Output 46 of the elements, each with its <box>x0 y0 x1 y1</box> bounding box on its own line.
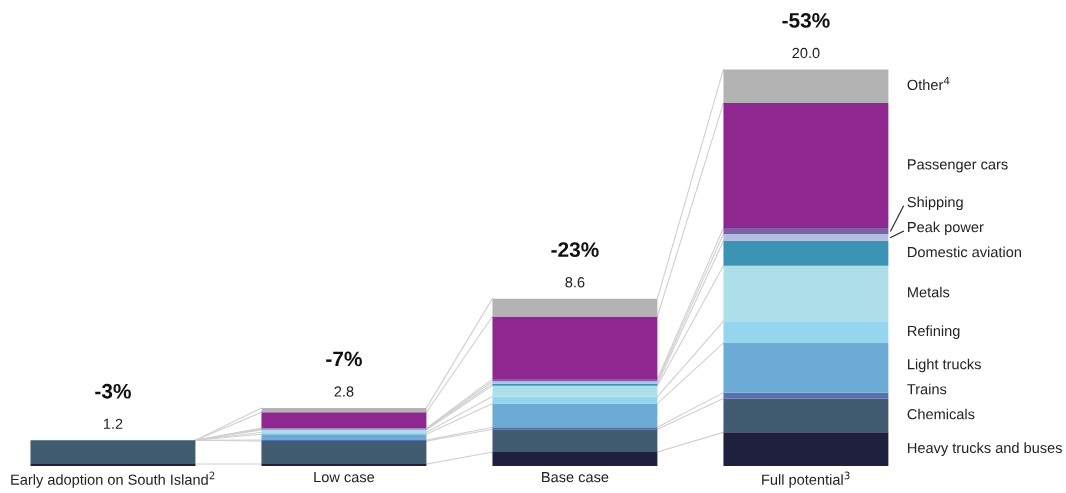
bar <box>723 103 889 229</box>
x-tick-label: Low case <box>314 472 375 483</box>
bar <box>492 396 658 404</box>
x-tick-label: Full potential$^{3}$ <box>762 471 850 488</box>
series-label: Metals <box>908 286 950 298</box>
bar <box>723 398 889 433</box>
annotation: 20.0 <box>792 47 820 59</box>
series-label: Passenger cars <box>908 159 1008 173</box>
series-label: Trains <box>907 383 947 395</box>
bar <box>492 385 658 397</box>
bar <box>30 440 196 465</box>
bar <box>261 441 427 465</box>
series-label: Shipping <box>907 196 963 211</box>
annotation: -3% <box>95 383 131 399</box>
annotation: -53% <box>782 13 830 28</box>
series-label: Chemicals <box>907 408 975 420</box>
x-tick-label: Base case <box>542 472 609 483</box>
bar <box>723 432 889 466</box>
bar <box>723 69 889 104</box>
bar <box>261 434 427 441</box>
x-tick-label: Early adoption on South Island$^{2}$ <box>11 471 215 488</box>
bar <box>492 429 658 453</box>
bar <box>261 412 427 429</box>
bar <box>261 407 427 413</box>
bar <box>492 403 658 428</box>
annotation: 2.8 <box>334 386 354 397</box>
series-label: Heavy trucks and buses <box>908 442 1062 456</box>
annotation: -23% <box>551 242 599 258</box>
bar <box>723 265 889 322</box>
series-label: Peak power <box>908 221 984 236</box>
annotation: 8.6 <box>565 277 585 288</box>
bar <box>492 316 658 379</box>
bar <box>723 233 889 241</box>
bar <box>492 452 658 466</box>
series-label: Refining <box>908 325 960 339</box>
annotation: -7% <box>326 351 362 367</box>
bar <box>723 343 889 393</box>
series-label: Domestic aviation <box>908 246 1021 258</box>
bar <box>723 321 889 344</box>
bar <box>492 298 658 317</box>
series-label: Light trucks <box>908 358 981 373</box>
series-label: Other$^{4}$ <box>907 76 950 91</box>
annotation: 1.2 <box>103 418 123 429</box>
bar <box>723 392 889 399</box>
bar <box>723 228 889 234</box>
bar <box>723 240 889 266</box>
